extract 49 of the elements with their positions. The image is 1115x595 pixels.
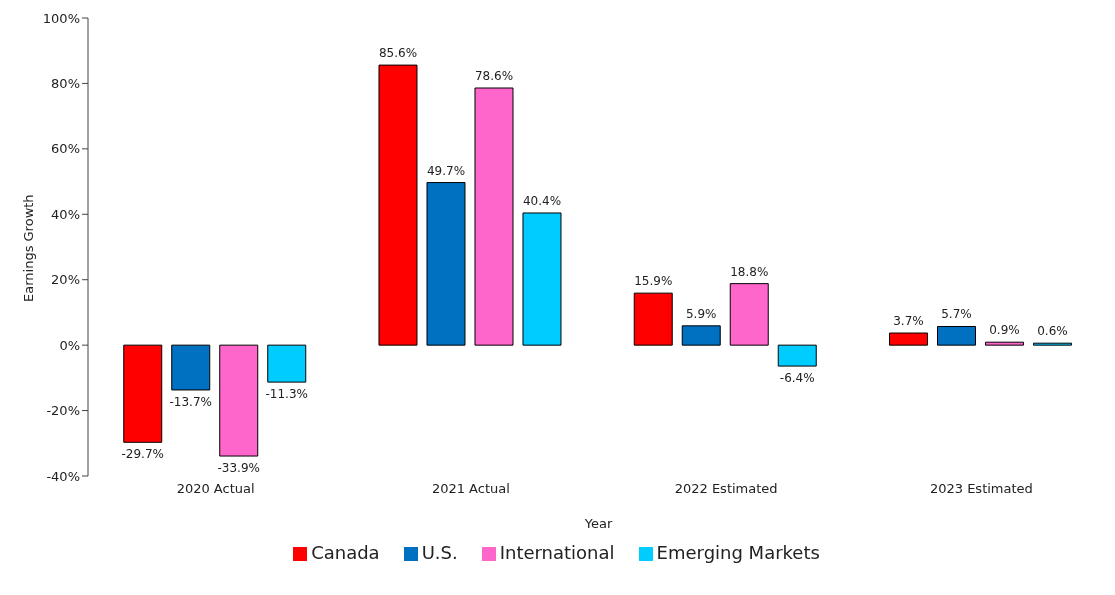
bar [681, 325, 721, 346]
data-label: 0.6% [1037, 324, 1068, 339]
x-axis-title: Year [583, 516, 613, 531]
x-tick-label: 2021 Actual [431, 481, 510, 497]
x-tick-label: 2022 Estimated [674, 481, 778, 497]
x-tick-label: 2020 Actual [176, 481, 255, 497]
bar [426, 182, 466, 346]
data-label: -6.4% [779, 371, 815, 386]
legend-label: International [499, 542, 615, 563]
legend-label: U.S. [421, 542, 458, 563]
legend-label: Emerging Markets [656, 542, 820, 563]
y-tick-label: 100% [42, 10, 80, 26]
data-label: 85.6% [378, 46, 418, 61]
data-label: 40.4% [522, 193, 562, 208]
legend-label: Canada [311, 542, 380, 563]
y-tick-label: -20% [46, 403, 80, 419]
y-tick-label: 40% [51, 206, 80, 222]
data-label: 49.7% [426, 163, 466, 178]
bar [522, 212, 562, 346]
bar [474, 87, 514, 346]
data-label: 5.7% [941, 307, 972, 322]
bar [123, 344, 163, 443]
bar [633, 292, 673, 346]
bar [729, 283, 769, 346]
bar [984, 341, 1024, 346]
bar [378, 64, 418, 346]
bar [267, 344, 307, 383]
data-label: 5.9% [685, 306, 717, 321]
data-label: -29.7% [121, 447, 164, 462]
x-tick-label: 2023 Estimated [929, 481, 1033, 497]
y-tick-label: 60% [51, 141, 80, 157]
bar [219, 344, 259, 457]
bar [171, 344, 211, 391]
y-tick-label: -40% [46, 468, 80, 484]
bar [936, 326, 976, 346]
y-tick-label: 0% [59, 337, 80, 353]
data-label: 18.8% [730, 264, 769, 279]
bar [888, 332, 928, 346]
y-tick-label: 80% [51, 76, 80, 92]
data-label: -13.7% [169, 394, 212, 409]
y-axis-title: Earnings Growth [20, 194, 36, 302]
data-label: 0.9% [989, 323, 1020, 338]
y-tick-label: 20% [51, 272, 80, 288]
data-label: 3.7% [893, 314, 924, 329]
data-label: -33.9% [217, 461, 260, 476]
data-label: -11.3% [265, 387, 308, 402]
data-label: 15.9% [634, 274, 673, 289]
bar [777, 344, 817, 367]
data-label: 78.6% [474, 69, 514, 84]
